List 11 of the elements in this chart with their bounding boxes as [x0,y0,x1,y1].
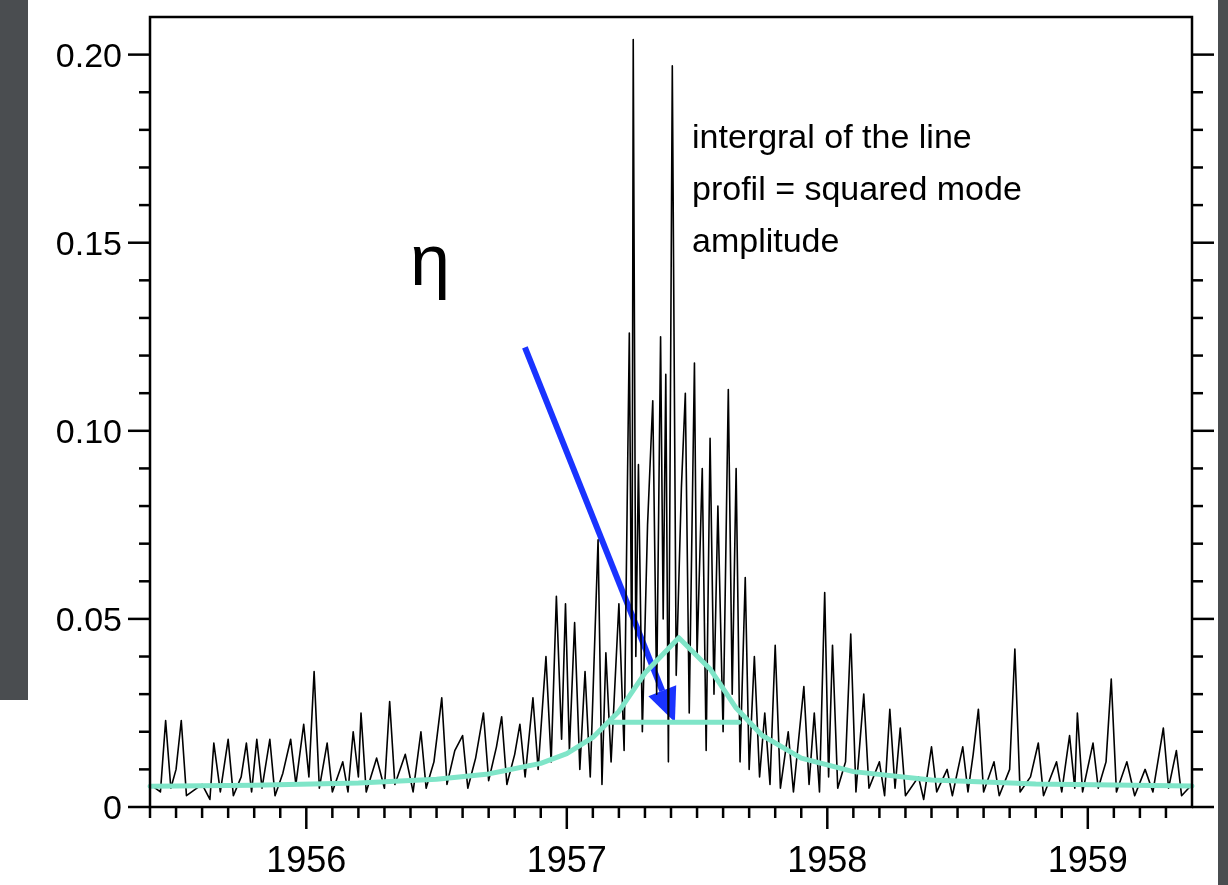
annotation: intergral of the line profil = squared mode amplitude [692,117,1022,259]
y-tick-label: 0.10 [55,411,122,450]
x-tick-label: 1958 [787,839,868,880]
y-tick-label: 0.15 [55,223,122,262]
y-tick-label: 0.05 [55,599,122,638]
x-tick-label: 1956 [266,839,347,880]
y-tick-label: 0 [103,787,122,826]
annotation: η [409,220,451,300]
x-tick-label: 1957 [526,839,607,880]
y-tick-label: 0.20 [55,35,122,74]
x-tick-label: 1959 [1047,839,1128,880]
